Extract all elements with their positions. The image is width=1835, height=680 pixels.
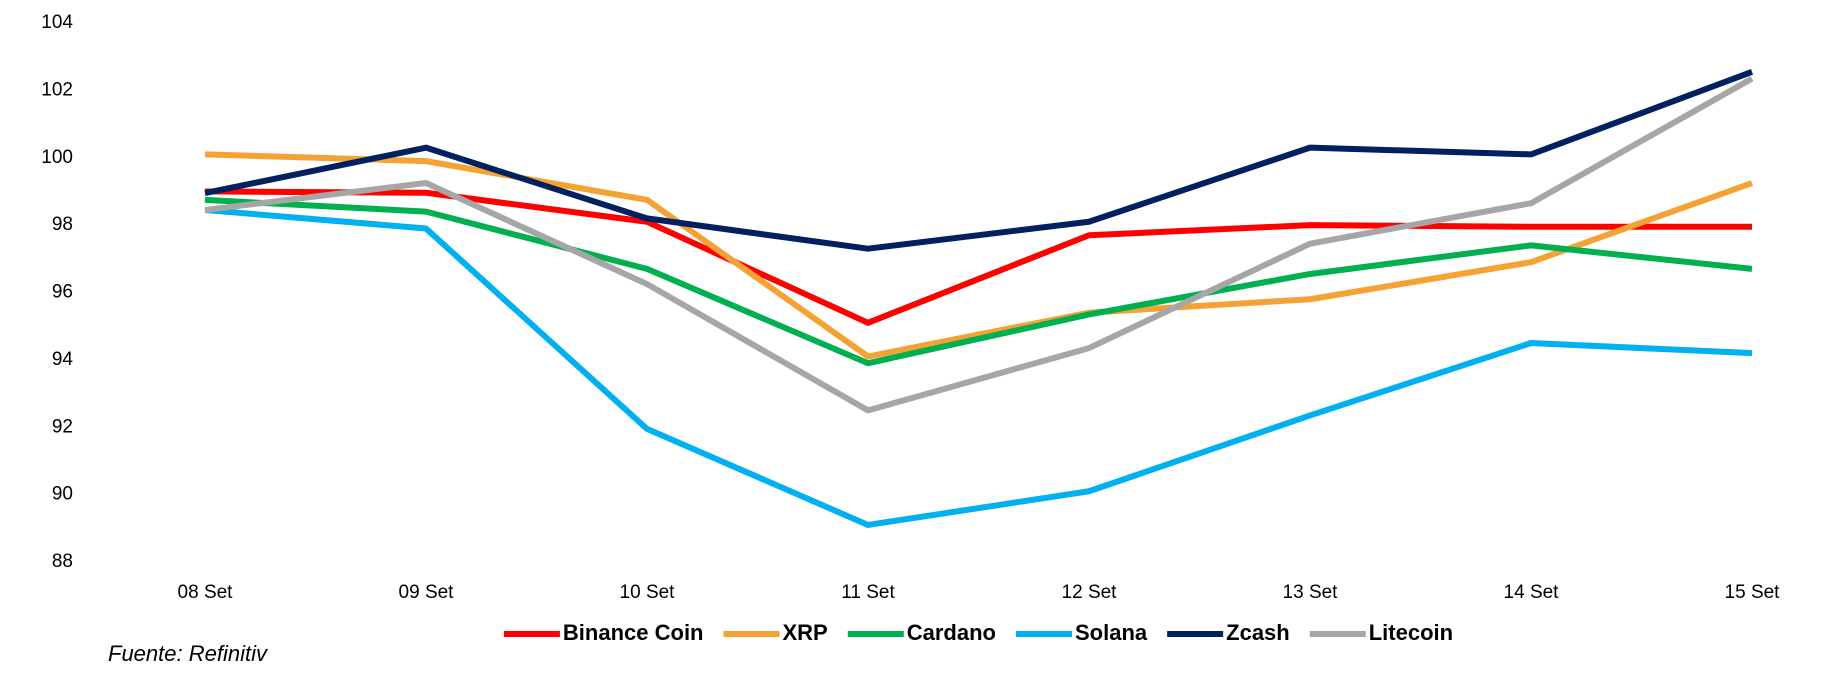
y-tick-label: 102 xyxy=(41,79,73,100)
series-line xyxy=(204,206,1753,528)
x-tick-label: 15 Set xyxy=(1725,582,1781,603)
source-note: Fuente: Refinitiv xyxy=(108,641,269,666)
legend-label: Zcash xyxy=(1226,620,1290,645)
y-tick-label: 94 xyxy=(52,349,74,370)
legend-label: Litecoin xyxy=(1369,620,1453,645)
y-tick-label: 88 xyxy=(52,551,73,572)
x-tick-label: 14 Set xyxy=(1504,582,1560,603)
y-tick-label: 92 xyxy=(52,416,73,437)
x-tick-label: 12 Set xyxy=(1062,582,1118,603)
x-tick-label: 08 Set xyxy=(178,582,234,603)
x-tick-label: 13 Set xyxy=(1283,582,1339,603)
series-line xyxy=(204,196,1753,367)
series-line xyxy=(204,75,1754,414)
y-tick-label: 104 xyxy=(41,12,73,33)
series-line xyxy=(204,188,1752,326)
legend-label: Solana xyxy=(1075,620,1148,645)
y-tick-label: 96 xyxy=(52,282,73,303)
x-tick-label: 10 Set xyxy=(620,582,676,603)
x-tick-label: 09 Set xyxy=(399,582,455,603)
legend-label: Cardano xyxy=(907,620,996,645)
x-tick-label: 11 Set xyxy=(841,582,895,603)
series-line xyxy=(204,151,1754,360)
series-line xyxy=(204,69,1754,252)
legend-label: Binance Coin xyxy=(563,620,704,645)
y-tick-label: 90 xyxy=(52,484,73,505)
legend-label: XRP xyxy=(783,620,828,645)
y-tick-label: 98 xyxy=(52,214,73,235)
y-tick-label: 100 xyxy=(41,147,73,168)
